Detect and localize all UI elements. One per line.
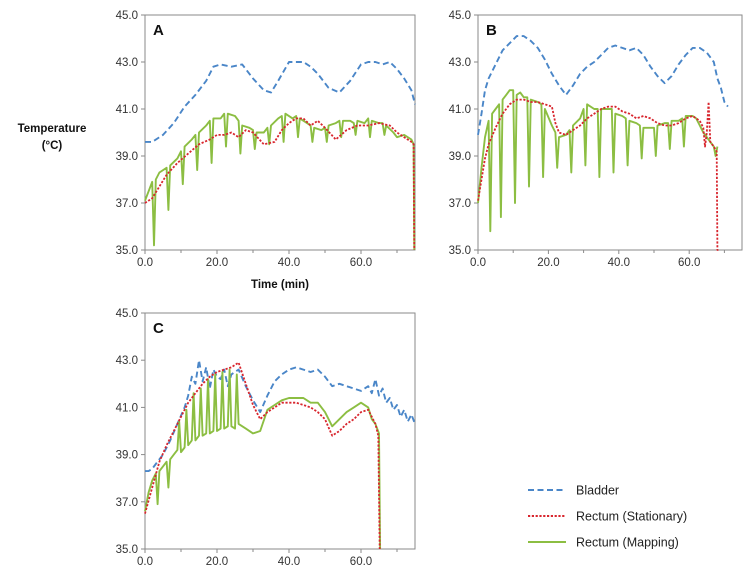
y-tick-label: 41.0 [116, 104, 138, 116]
plot-area [477, 14, 743, 251]
y-tick-label: 43.0 [449, 57, 471, 69]
x-tick-label: 20.0 [206, 257, 228, 269]
series-line-stationary [144, 117, 416, 251]
series-line-bladder [477, 35, 729, 136]
x-tick-label: 60.0 [350, 257, 372, 269]
x-tick-label: 60.0 [350, 556, 372, 568]
legend: Bladder Rectum (Stationary) Rectum (Mappin… [520, 468, 740, 568]
y-tick-label: 43.0 [116, 355, 138, 367]
x-tick-label: 0.0 [137, 556, 153, 568]
y-tick-label: 35.0 [449, 245, 471, 257]
y-tick-label: 41.0 [116, 402, 138, 414]
x-tick-label: 40.0 [278, 257, 300, 269]
x-tick-label: 0.0 [470, 257, 486, 269]
panels: 35.0 37.0 39.0 41.0 43.0 45.0 0.0 20.0 40.0 60.0 A… [116, 10, 743, 568]
x-tick-label: 40.0 [608, 257, 630, 269]
y-tick-label: 45.0 [449, 10, 471, 22]
plot-area [144, 312, 416, 550]
y-tick-label: 43.0 [116, 57, 138, 69]
y-axis-label-line2: (°C) [42, 140, 63, 152]
y-tick-label: 45.0 [116, 10, 138, 22]
series-line-stationary [477, 98, 719, 251]
y-tick-label: 35.0 [116, 544, 138, 556]
series-line-stationary [144, 361, 381, 550]
legend-label-stationary: Rectum (Stationary) [576, 510, 687, 524]
x-tick-label: 20.0 [206, 556, 228, 568]
x-axis-label: Time (min) [251, 279, 309, 291]
chart-panel-a: 35.0 37.0 39.0 41.0 43.0 45.0 0.0 20.0 40.0 60.0 A… [116, 10, 416, 291]
y-tick-label: 39.0 [449, 151, 471, 163]
panel-label: C [153, 320, 164, 337]
y-tick-label: 35.0 [116, 245, 138, 257]
legend-label-mapping: Rectum (Mapping) [576, 536, 679, 550]
y-tick-label: 37.0 [449, 198, 471, 210]
y-tick-label: 37.0 [116, 198, 138, 210]
y-tick-label: 39.0 [116, 151, 138, 163]
series-line-mapping [144, 368, 382, 550]
x-tick-label: 40.0 [278, 556, 300, 568]
legend-background [520, 468, 740, 568]
panel-label: B [486, 22, 497, 39]
x-tick-label: 60.0 [678, 257, 700, 269]
chart-panel-c: 35.0 37.0 39.0 41.0 43.0 45.0 0.0 20.0 40.0 60.0 C [116, 308, 416, 568]
series-line-bladder [145, 359, 416, 473]
y-axis-label-line1: Temperature [18, 123, 87, 135]
y-tick-label: 41.0 [449, 104, 471, 116]
legend-label-bladder: Bladder [576, 484, 619, 498]
panel-label: A [153, 22, 164, 39]
y-tick-label: 37.0 [116, 497, 138, 509]
y-tick-label: 45.0 [116, 308, 138, 320]
series-line-mapping [477, 89, 719, 233]
y-tick-label: 39.0 [116, 450, 138, 462]
chart-panel-b: 35.0 37.0 39.0 41.0 43.0 45.0 0.0 20.0 40.0 60.0 B [449, 10, 743, 269]
series-line-mapping [144, 112, 416, 251]
x-tick-label: 20.0 [537, 257, 559, 269]
x-tick-label: 0.0 [137, 257, 153, 269]
